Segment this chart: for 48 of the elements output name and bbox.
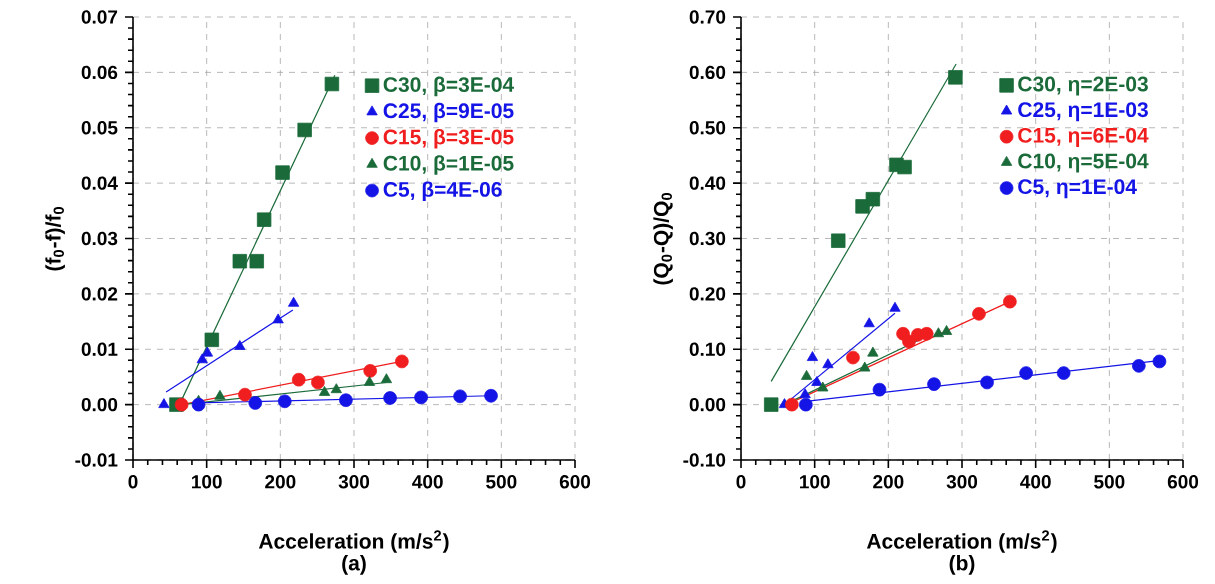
y-tick-label: 0.00 (81, 397, 118, 412)
x-tick-label: 200 (873, 475, 904, 489)
x-tick-label: 500 (1094, 475, 1125, 489)
x-tick-label: 100 (800, 475, 830, 489)
x-tick-label: 0 (736, 475, 746, 489)
legend-label: C30, η=2E-03 (1018, 76, 1148, 96)
legend-label: C25, β=9E-05 (383, 102, 514, 123)
y-tick-label: 0.20 (689, 287, 726, 301)
legend-label: C15, β=3E-05 (383, 129, 514, 149)
y-tick-label: 0.70 (689, 10, 726, 24)
text: (b) (949, 555, 975, 575)
x-axis-title: Acceleration (m/s$^{2}$) (866, 530, 1057, 553)
x-tick-label: 200 (265, 475, 296, 489)
y-tick-label: 0.00 (689, 397, 726, 412)
y-axis-title: (Q$_{0}$-Q)/Q$_{0}$ (653, 193, 673, 285)
y-tick-label: 0.10 (689, 342, 726, 356)
y-tick-label: 0.01 (81, 342, 118, 356)
y-tick-label: 0.40 (689, 176, 726, 190)
legend-label: C15, η=6E-04 (1018, 127, 1149, 147)
y-axis-title: (f$_{0}$-f)/f$_{0}$ (45, 207, 65, 271)
y-tick-label: 0.05 (81, 121, 118, 135)
x-tick-label: 600 (1167, 475, 1199, 489)
x-tick-label: 600 (559, 475, 591, 489)
legend-label: C10, β=1E-05 (383, 155, 514, 175)
y-tick-label: 0.06 (81, 65, 118, 80)
x-tick-label: 300 (338, 475, 370, 489)
x-axis-title: Acceleration (m/s$^{2}$) (258, 530, 449, 553)
y-tick-label: 0.04 (81, 176, 118, 190)
x-tick-label: 400 (412, 475, 443, 489)
x-tick-label: 500 (486, 475, 517, 489)
y-tick-label: 0.50 (689, 121, 726, 135)
y-tick-label: 0.30 (689, 231, 726, 246)
legend-label: C30, β=3E-04 (383, 76, 514, 97)
legend-label: C5, β=4E-06 (383, 181, 502, 201)
x-tick-label: 400 (1020, 475, 1051, 489)
legend-label: C25, η=1E-03 (1018, 102, 1148, 122)
x-tick-label: 100 (192, 475, 222, 489)
legend-label: C5, η=1E-04 (1018, 179, 1137, 199)
y-tick-label: -0.10 (683, 453, 726, 467)
legend-label: C10, η=5E-04 (1018, 153, 1149, 173)
y-tick-label: 0.02 (81, 287, 118, 301)
y-tick-label: -0.01 (75, 453, 118, 467)
x-tick-label: 300 (946, 475, 978, 489)
text: (a) (342, 555, 366, 575)
y-tick-label: 0.03 (81, 231, 118, 246)
x-tick-label: 0 (128, 475, 138, 489)
y-tick-label: 0.60 (689, 65, 726, 80)
y-tick-label: 0.07 (81, 10, 118, 24)
